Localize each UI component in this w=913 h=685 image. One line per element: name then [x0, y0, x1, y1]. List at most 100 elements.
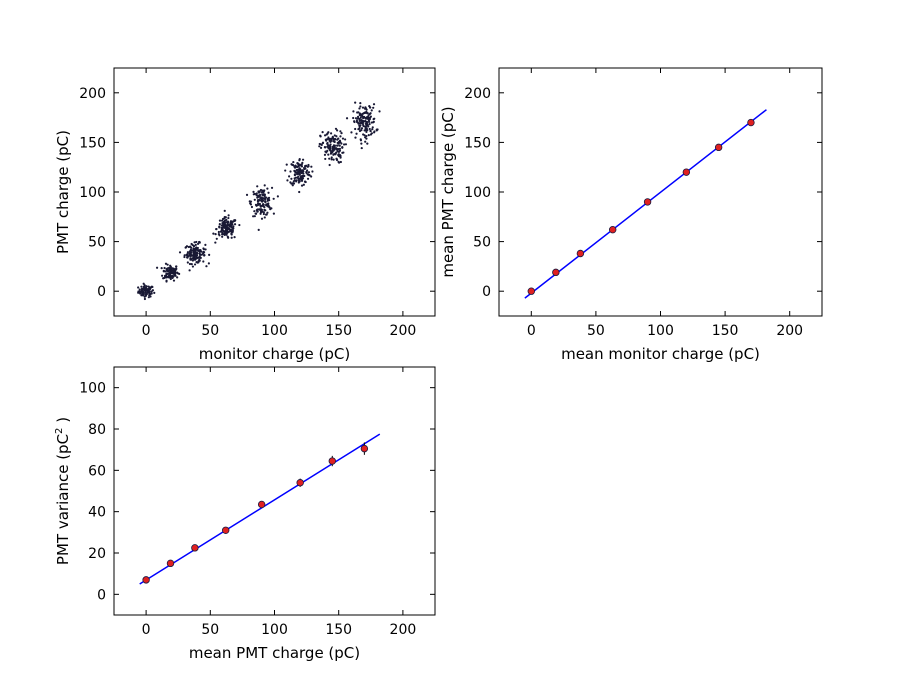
- data-point: [328, 163, 331, 167]
- data-point: [358, 127, 361, 130]
- x-tick-label: 150: [325, 622, 352, 638]
- x-tick-label: 50: [587, 323, 605, 339]
- data-point: [255, 194, 258, 197]
- data-point: [367, 119, 371, 122]
- data-point: [260, 191, 263, 194]
- data-point: [253, 215, 256, 218]
- data-point: [336, 138, 339, 141]
- data-point: [258, 202, 261, 205]
- data-point: [372, 103, 376, 106]
- data-point: [329, 146, 332, 150]
- data-point: [336, 147, 340, 151]
- y-tick-label: 150: [464, 135, 491, 151]
- data-point: [142, 282, 145, 285]
- y-axis-label: PMT charge (pC): [54, 130, 72, 254]
- data-point: [359, 116, 362, 119]
- data-point: [184, 246, 188, 249]
- data-point: [334, 127, 338, 130]
- data-point: [342, 151, 345, 154]
- data-point: [189, 258, 192, 261]
- data-point: [289, 170, 292, 173]
- data-point: [185, 253, 188, 257]
- x-tick-label: 100: [647, 323, 674, 339]
- data-point: [195, 246, 198, 249]
- data-point: [360, 142, 363, 145]
- data-point: [368, 116, 371, 120]
- data-point: [195, 240, 198, 244]
- data-point: [212, 232, 215, 235]
- data-point: [161, 274, 164, 277]
- data-point: [260, 199, 264, 202]
- data-point: [291, 163, 295, 167]
- data-point: [256, 200, 260, 203]
- data-point: [308, 174, 311, 177]
- data-point: [331, 147, 334, 150]
- data-point: [289, 181, 292, 184]
- data-point: [142, 292, 145, 295]
- data-point: [296, 168, 299, 171]
- data-point: [327, 131, 330, 134]
- data-point: [250, 205, 254, 209]
- data-point: [268, 206, 271, 209]
- data-point: [263, 208, 266, 211]
- data-point: [144, 291, 147, 294]
- y-tick-label: 100: [464, 185, 491, 201]
- data-point: [272, 197, 275, 200]
- data-point: [350, 131, 353, 134]
- data-point: [202, 260, 205, 263]
- data-point: [215, 237, 218, 240]
- data-point: [293, 179, 296, 182]
- data-point: [332, 153, 335, 156]
- data-point: [301, 178, 304, 182]
- data-point: [301, 158, 305, 161]
- data-point: [218, 219, 222, 222]
- data-point: [354, 117, 358, 120]
- data-point: [326, 149, 329, 152]
- data-point: [191, 544, 199, 552]
- data-point: [328, 148, 332, 152]
- data-point: [227, 216, 230, 220]
- data-point: [747, 118, 755, 127]
- data-point: [334, 152, 337, 155]
- data-point: [302, 183, 305, 186]
- data-point: [233, 235, 236, 239]
- data-point: [339, 141, 342, 144]
- data-point: [304, 167, 307, 170]
- plot-area: [139, 433, 381, 585]
- data-point: [262, 197, 265, 200]
- data-point: [223, 209, 226, 212]
- data-point: [329, 132, 333, 135]
- data-point: [191, 265, 195, 268]
- data-point: [373, 130, 376, 133]
- data-point: [227, 223, 230, 227]
- x-tick-label: 150: [325, 323, 352, 339]
- data-point: [225, 233, 228, 236]
- data-point: [311, 170, 314, 173]
- data-point: [207, 262, 210, 265]
- data-point: [370, 109, 373, 112]
- data-point: [227, 236, 230, 239]
- plot-area: [137, 101, 381, 301]
- data-point: [268, 199, 271, 202]
- data-point: [166, 269, 169, 273]
- data-point: [153, 291, 156, 294]
- data-point: [367, 125, 370, 128]
- data-point: [178, 272, 181, 276]
- data-point: [140, 285, 143, 288]
- x-tick-label: 200: [390, 622, 417, 638]
- data-point: [215, 228, 218, 231]
- data-point: [321, 141, 325, 144]
- data-point: [168, 276, 171, 279]
- data-point: [145, 288, 148, 291]
- data-point: [162, 269, 165, 272]
- data-point: [364, 127, 367, 130]
- data-point: [218, 223, 221, 226]
- x-tick-label: 0: [142, 323, 151, 339]
- y-tick-label: 50: [473, 235, 491, 251]
- data-point: [360, 146, 363, 150]
- data-point: [204, 248, 207, 251]
- data-point: [259, 212, 262, 215]
- data-point: [218, 225, 221, 228]
- data-point: [256, 203, 260, 207]
- y-tick-label: 50: [88, 235, 106, 251]
